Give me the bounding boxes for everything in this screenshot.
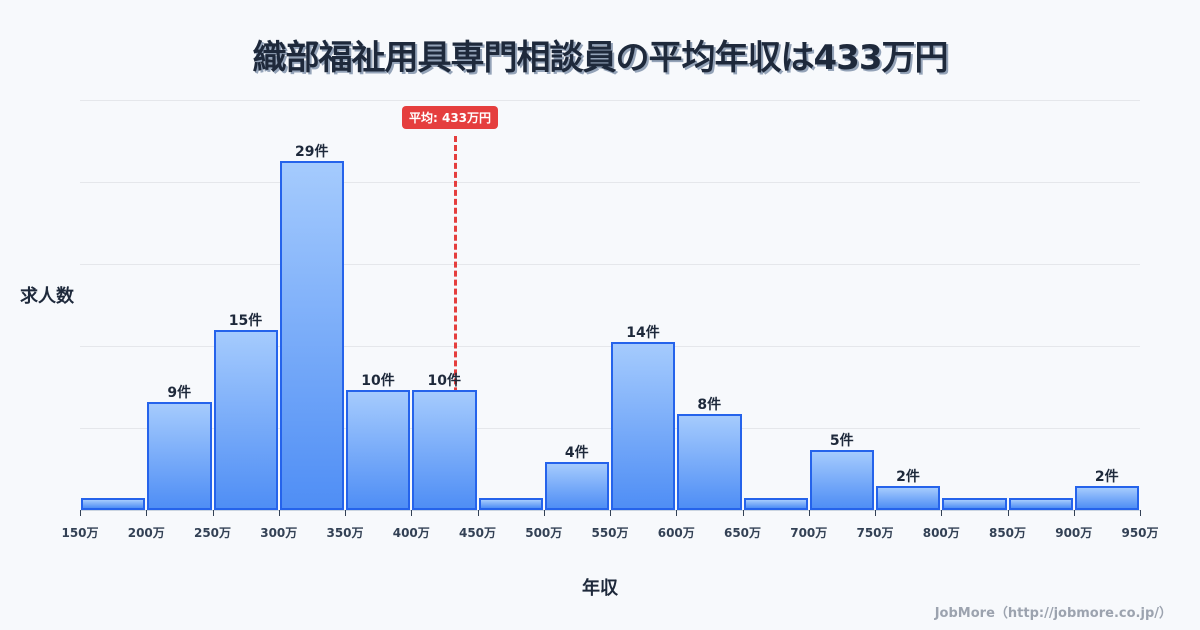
x-tick xyxy=(676,510,678,516)
x-tick-label: 600万 xyxy=(657,526,695,540)
x-tick xyxy=(80,510,81,516)
x-tick-label: 550万 xyxy=(591,526,629,540)
bar-value-label: 14件 xyxy=(626,325,660,341)
histogram-bar xyxy=(346,390,411,510)
x-tick-label: 350万 xyxy=(326,526,364,540)
x-tick xyxy=(875,510,876,516)
bar-value-label: 5件 xyxy=(829,433,854,449)
bar-value-label: 2件 xyxy=(896,469,920,485)
x-tick xyxy=(808,510,810,516)
histogram-bar xyxy=(147,402,212,510)
x-tick-label: 900万 xyxy=(1055,526,1093,540)
x-tick xyxy=(1007,510,1009,516)
histogram-bar xyxy=(809,450,874,510)
histogram-bar xyxy=(1074,486,1139,510)
gridline xyxy=(80,264,1140,265)
histogram-bar xyxy=(677,414,742,510)
chart-title: 織部福祉用具専門相談員の平均年収は433万円 xyxy=(252,38,949,78)
x-tick-label: 400万 xyxy=(392,526,430,540)
x-tick-label: 250万 xyxy=(193,526,232,540)
histogram-bar xyxy=(1008,498,1073,510)
x-tick-label: 750万 xyxy=(856,526,894,540)
x-tick-label: 500万 xyxy=(525,526,563,540)
x-tick xyxy=(941,510,943,516)
histogram-bar xyxy=(412,390,477,510)
y-axis-label: 求人数 xyxy=(20,286,74,307)
gridline xyxy=(80,428,1140,429)
x-tick-label: 300万 xyxy=(260,526,298,540)
x-tick xyxy=(610,510,611,516)
bar-value-label: 15件 xyxy=(228,313,263,329)
histogram-bar xyxy=(81,498,146,510)
gridline xyxy=(80,100,1140,101)
histogram-bar xyxy=(876,486,941,510)
x-tick-label: 700万 xyxy=(790,526,828,540)
histogram-bar xyxy=(213,330,278,510)
bar-value-label: 29件 xyxy=(295,144,329,160)
gridline xyxy=(80,346,1140,347)
bar-value-label: 8件 xyxy=(697,397,722,413)
x-tick-label: 650万 xyxy=(723,526,762,540)
x-tick xyxy=(212,510,214,516)
x-tick-label: 850万 xyxy=(988,526,1027,540)
x-tick-label: 200万 xyxy=(127,526,165,540)
histogram-bar xyxy=(279,161,344,510)
x-tick-label: 150万 xyxy=(61,526,99,540)
bar-value-label: 9件 xyxy=(167,385,192,401)
mean-line xyxy=(454,136,457,510)
histogram-bar xyxy=(942,498,1007,510)
bar-value-label: 10件 xyxy=(361,373,395,389)
x-tick xyxy=(411,510,413,516)
x-tick xyxy=(278,510,280,516)
mean-badge: 平均: 433万円 xyxy=(402,106,499,129)
histogram-bar xyxy=(611,342,676,510)
histogram-bar xyxy=(544,462,609,510)
x-tick-label: 950万 xyxy=(1121,526,1159,540)
bar-value-label: 10件 xyxy=(427,373,461,389)
x-tick-label: 800万 xyxy=(922,526,960,540)
x-tick xyxy=(742,510,744,516)
x-tick-label: 450万 xyxy=(458,526,497,540)
gridline xyxy=(80,182,1140,183)
x-tick xyxy=(543,510,545,516)
bar-value-label: 4件 xyxy=(564,445,589,461)
x-tick xyxy=(146,510,148,516)
plot-area: 平均: 433万円 9件 15件 29件 10件 10件 4件 14件 8件 5件 2件 2件 150… xyxy=(61,100,1159,540)
x-tick xyxy=(1073,510,1075,516)
bar-value-label: 2件 xyxy=(1094,469,1119,485)
x-tick xyxy=(345,510,346,516)
histogram-bar xyxy=(743,498,808,510)
credit-text: JobMore（http://jobmore.co.jp/） xyxy=(934,606,1172,621)
x-tick xyxy=(1140,510,1141,516)
x-axis-label: 年収 xyxy=(582,578,618,599)
histogram-bar xyxy=(478,498,543,510)
x-tick xyxy=(477,510,479,516)
